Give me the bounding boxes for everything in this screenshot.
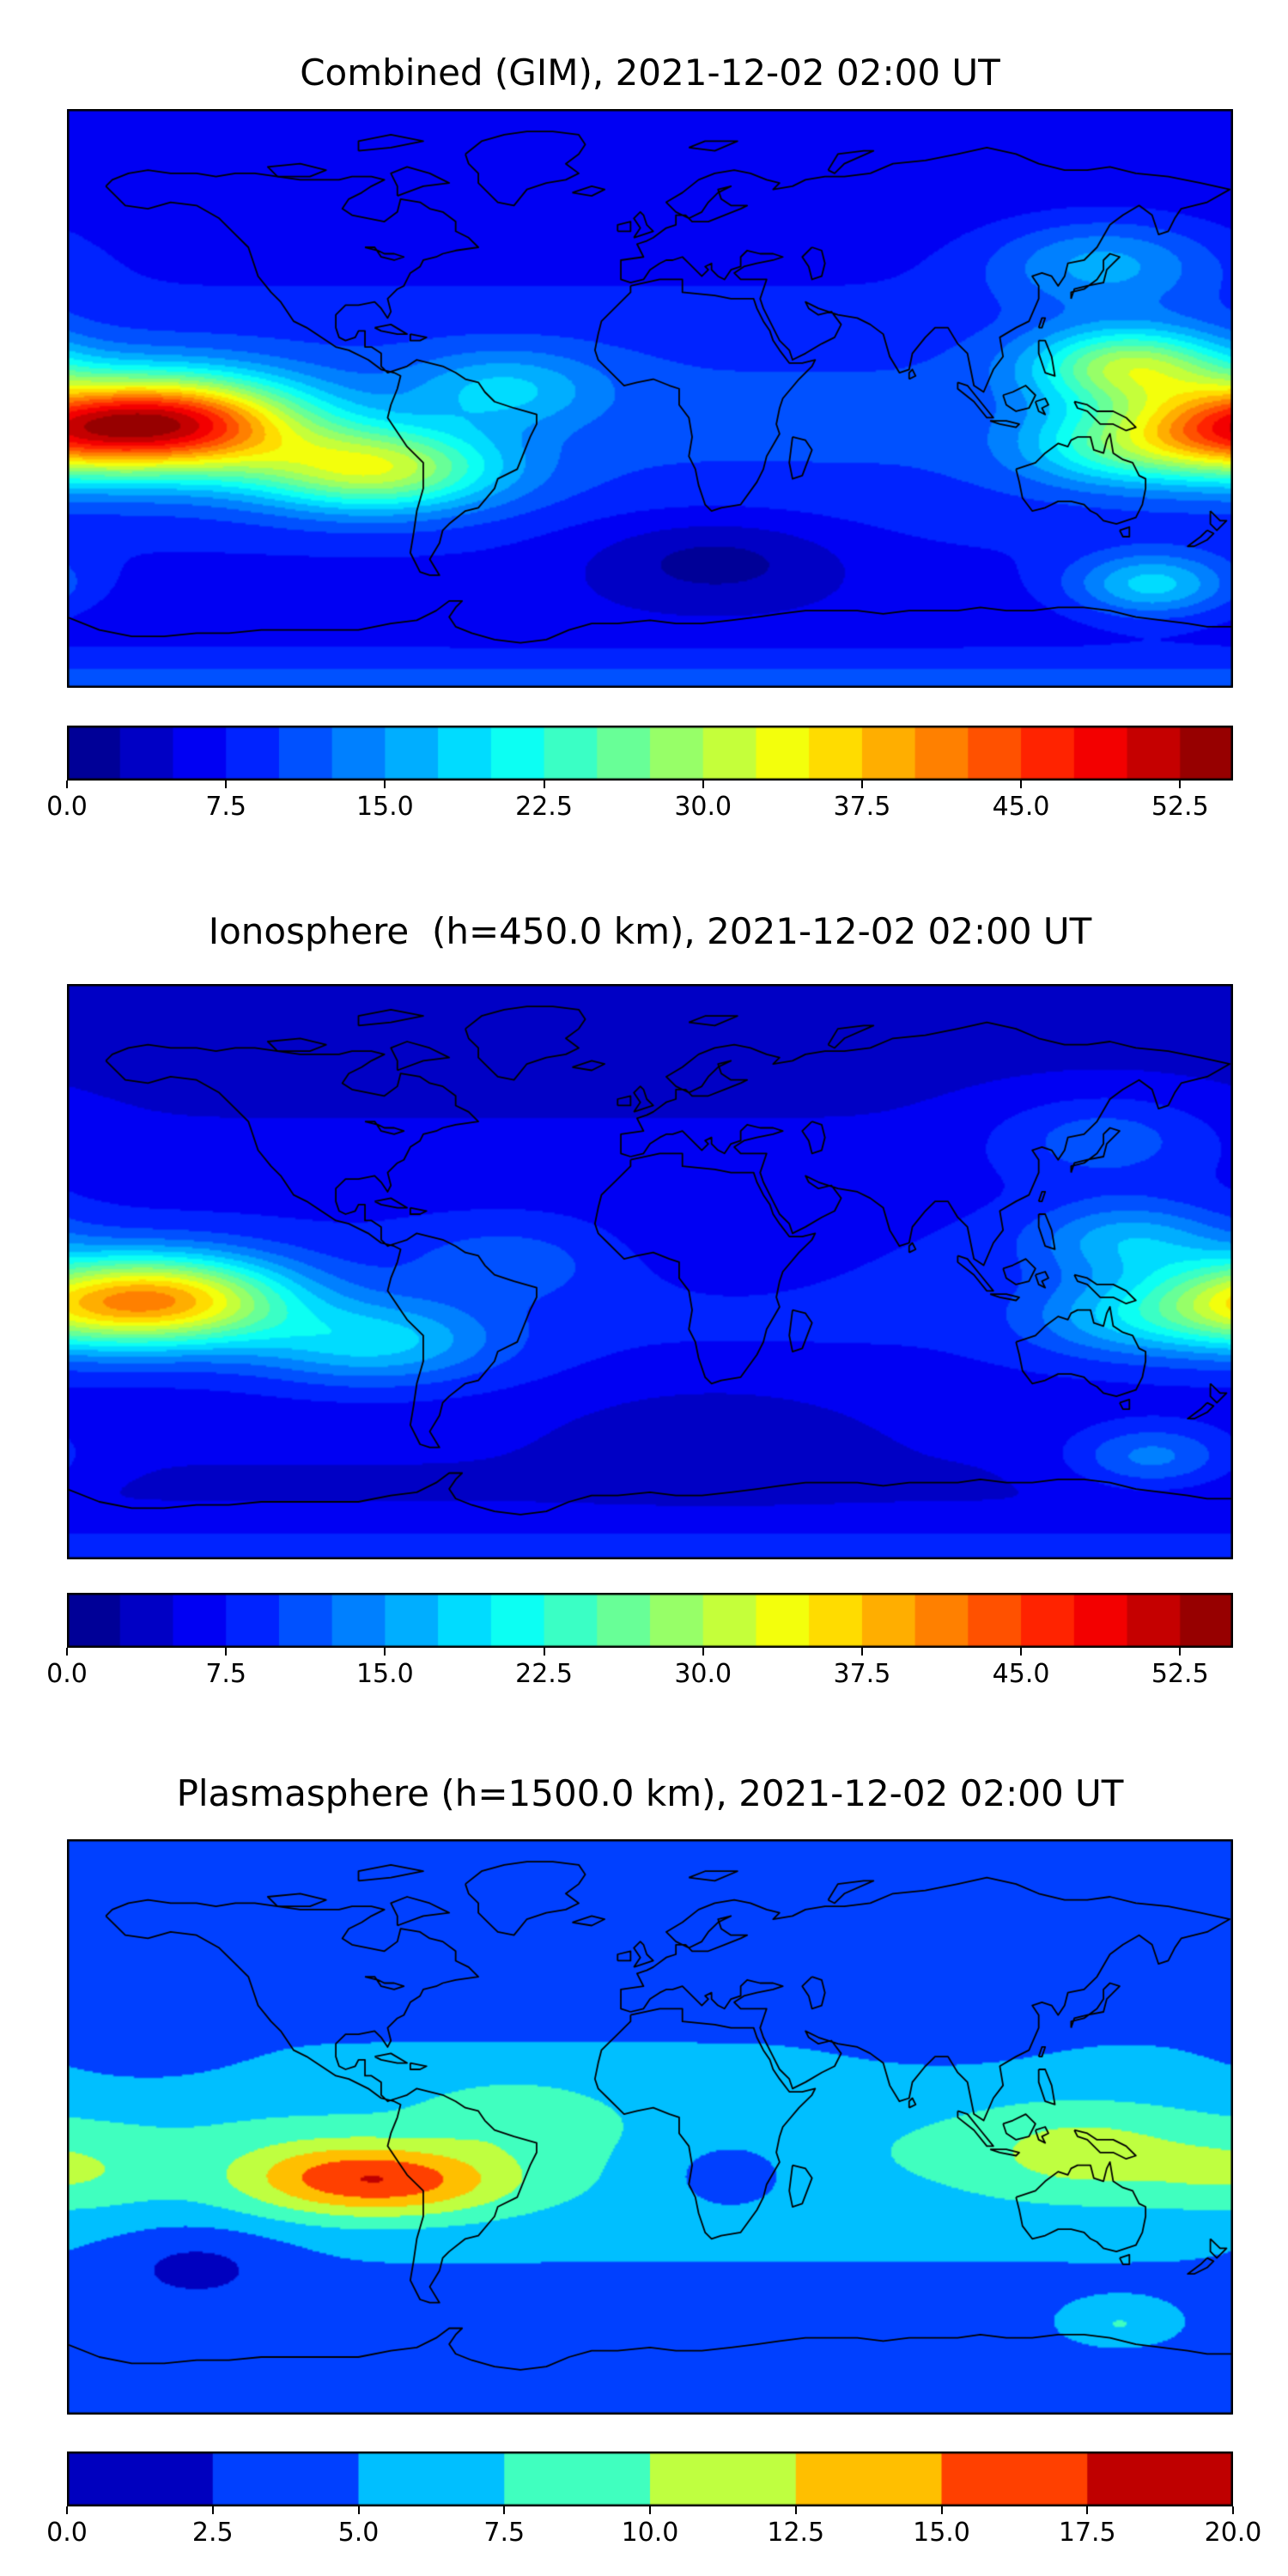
- colorbar-tick-label: 15.0: [355, 1659, 414, 1689]
- colorbar-tick-mark: [794, 2506, 797, 2514]
- colorbar-tick-mark: [1020, 781, 1023, 788]
- colorbar-tick-label: 7.5: [205, 1659, 247, 1689]
- colorbar-tick-label: 7.5: [483, 2518, 526, 2548]
- colorbar-tick-mark: [225, 1648, 228, 1656]
- colorbar-tick-mark: [860, 781, 863, 788]
- colorbar-tick-mark: [357, 2506, 360, 2514]
- colorbar-tick-mark: [384, 781, 386, 788]
- colorbar-tick-label: 22.5: [515, 1659, 573, 1689]
- colorbar-tick-mark: [384, 1648, 386, 1656]
- colorbar-tick-mark: [543, 1648, 545, 1656]
- colorbar-tick-label: 15.0: [913, 2518, 970, 2548]
- colorbar-tick-mark: [1086, 2506, 1089, 2514]
- colorbar-tick-label: 37.5: [833, 1659, 891, 1689]
- ionosphere-map: [67, 984, 1233, 1559]
- colorbar-tick-label: 22.5: [515, 792, 573, 822]
- colorbar-tick-label: 30.0: [674, 792, 732, 822]
- colorbar-tick-label: 37.5: [833, 792, 891, 822]
- panel-title-plasmasphere: Plasmasphere (h=1500.0 km), 2021-12-02 0…: [176, 1772, 1124, 1814]
- colorbar-tick-label: 45.0: [992, 792, 1050, 822]
- colorbar-tick-label: 12.5: [767, 2518, 825, 2548]
- colorbar-tick-label: 52.5: [1151, 792, 1209, 822]
- colorbar-tick-label: 7.5: [205, 792, 247, 822]
- colorbar-tick-mark: [1179, 781, 1182, 788]
- colorbar-tick-label: 2.5: [191, 2518, 234, 2548]
- colorbar-tick-mark: [66, 2506, 68, 2514]
- colorbar-tick-mark: [225, 781, 228, 788]
- colorbar-tick-mark: [66, 781, 68, 788]
- colorbar-tick-label: 0.0: [46, 792, 88, 822]
- panel-title-combined: Combined (GIM), 2021-12-02 02:00 UT: [300, 52, 1000, 94]
- colorbar-tick-label: 45.0: [992, 1659, 1050, 1689]
- colorbar-tick-mark: [503, 2506, 506, 2514]
- colorbar-tick-label: 17.5: [1058, 2518, 1116, 2548]
- colorbar-tick-mark: [1232, 2506, 1234, 2514]
- colorbar-tick-label: 5.0: [337, 2518, 380, 2548]
- colorbar-tick-mark: [66, 1648, 68, 1656]
- combined-gim-map: [67, 109, 1233, 688]
- colorbar-tick-label: 15.0: [355, 792, 414, 822]
- plasmasphere-colorbar: [67, 2451, 1233, 2506]
- colorbar-tick-label: 30.0: [674, 1659, 732, 1689]
- colorbar-tick-mark: [649, 2506, 651, 2514]
- plasmasphere-map: [67, 1839, 1233, 2415]
- colorbar-tick-label: 10.0: [621, 2518, 679, 2548]
- colorbar-tick-label: 0.0: [46, 1659, 88, 1689]
- colorbar-tick-label: 20.0: [1204, 2518, 1262, 2548]
- colorbar-tick-mark: [860, 1648, 863, 1656]
- panel-title-ionosphere: Ionosphere (h=450.0 km), 2021-12-02 02:0…: [208, 910, 1092, 952]
- colorbar-tick-mark: [702, 1648, 704, 1656]
- colorbar-tick-label: 52.5: [1151, 1659, 1209, 1689]
- ionosphere-colorbar: [67, 1593, 1233, 1648]
- combined-gim-colorbar: [67, 726, 1233, 781]
- colorbar-tick-mark: [702, 781, 704, 788]
- colorbar-tick-mark: [1020, 1648, 1023, 1656]
- colorbar-tick-mark: [211, 2506, 214, 2514]
- colorbar-tick-mark: [1179, 1648, 1182, 1656]
- colorbar-tick-label: 0.0: [46, 2518, 88, 2548]
- colorbar-tick-mark: [543, 781, 545, 788]
- colorbar-tick-mark: [940, 2506, 943, 2514]
